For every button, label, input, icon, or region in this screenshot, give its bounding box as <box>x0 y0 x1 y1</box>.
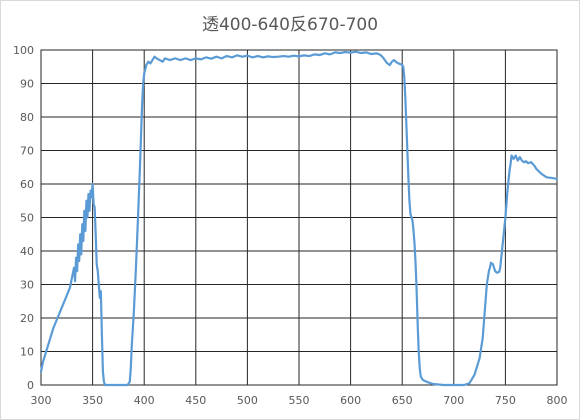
x-tick-label: 750 <box>495 394 516 407</box>
x-tick-label: 800 <box>547 394 568 407</box>
y-tick-label: 30 <box>20 279 34 292</box>
y-tick-label: 70 <box>20 145 34 158</box>
plot-area-border <box>40 49 558 386</box>
tick-label-layer: 0 10 20 30 40 50 60 70 80 90 100 300 350 400 450 500 550… <box>13 44 568 407</box>
y-tick-label: 50 <box>20 212 34 225</box>
chart-title: 透400-640反670-700 <box>201 15 379 35</box>
x-tick-label: 350 <box>82 394 103 407</box>
x-tick-label: 500 <box>237 394 258 407</box>
grid-layer <box>40 49 558 386</box>
axis-layer <box>40 49 558 386</box>
x-tick-label: 600 <box>340 394 361 407</box>
x-tick-label: 400 <box>134 394 155 407</box>
y-tick-label: 100 <box>13 44 34 57</box>
y-tick-label: 90 <box>20 78 34 91</box>
transmission-curve <box>39 50 559 387</box>
series-layer <box>39 50 559 387</box>
x-tick-label: 300 <box>31 394 52 407</box>
x-tick-label: 700 <box>443 394 464 407</box>
y-tick-label: 10 <box>20 346 34 359</box>
x-tick-label: 450 <box>185 394 206 407</box>
y-tick-label: 80 <box>20 111 34 124</box>
y-tick-label: 20 <box>20 312 34 325</box>
y-tick-label: 60 <box>20 178 34 191</box>
x-tick-label: 550 <box>289 394 310 407</box>
y-tick-label: 40 <box>20 245 34 258</box>
y-tick-label: 0 <box>27 379 34 392</box>
x-tick-label: 650 <box>392 394 413 407</box>
